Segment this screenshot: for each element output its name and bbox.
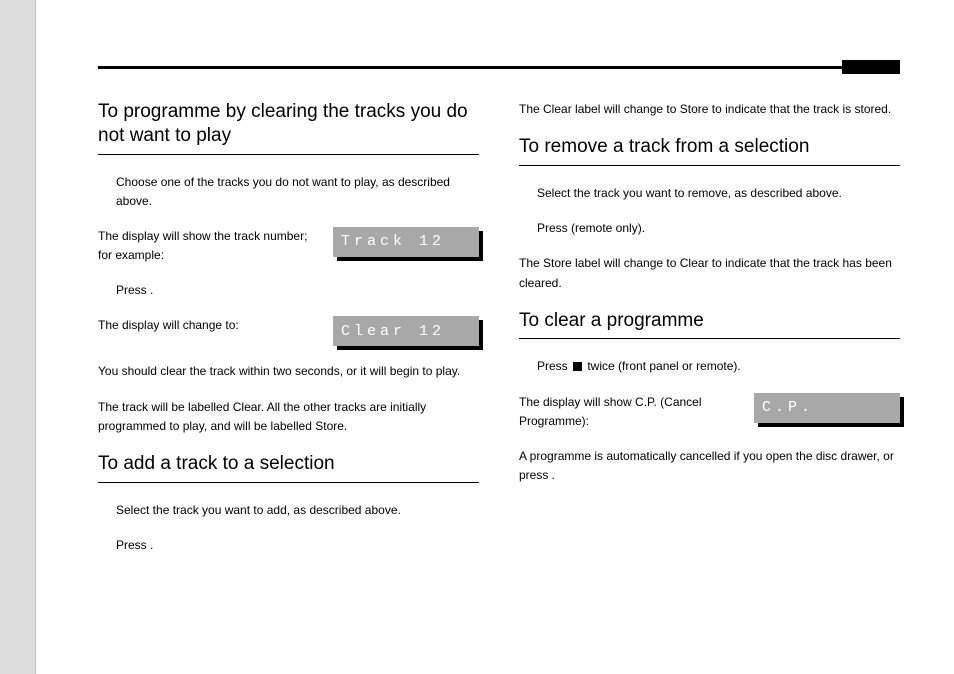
heading-rule (519, 165, 900, 166)
body-text: You should clear the track within two se… (98, 362, 479, 381)
heading-rule (519, 338, 900, 339)
body-text: The display will show the track number; … (98, 227, 319, 265)
lcd-text: Clear 12 (341, 323, 445, 340)
step-text: Press (remote only). (519, 219, 900, 238)
left-column: To programme by clearing the tracks you … (98, 100, 479, 571)
text-fragment: Press (537, 359, 571, 373)
step-text: Press . (98, 281, 479, 300)
lcd-text: Track 12 (341, 233, 445, 250)
heading-rule (98, 482, 479, 483)
section-heading: To programme by clearing the tracks you … (98, 100, 479, 148)
body-text: The display will show C.P. (Cancel Progr… (519, 393, 740, 431)
body-text: The Clear label will change to Store to … (519, 100, 900, 119)
heading-rule (98, 154, 479, 155)
top-rule (98, 66, 900, 69)
step-text: Press twice (front panel or remote). (519, 357, 900, 376)
lcd-face: C.P. (754, 393, 900, 423)
lcd-text: C.P. (762, 399, 814, 416)
step-text: Press . (98, 536, 479, 555)
lcd-display: C.P. (754, 393, 900, 423)
top-right-tab (842, 60, 900, 74)
step-text: Choose one of the tracks you do not want… (98, 173, 479, 211)
page: To programme by clearing the tracks you … (0, 0, 954, 674)
section-heading: To clear a programme (519, 309, 900, 333)
text-with-lcd: The display will change to: Clear 12 (98, 316, 479, 346)
lcd-display: Track 12 (333, 227, 479, 257)
text-with-lcd: The display will show C.P. (Cancel Progr… (519, 393, 900, 431)
section-heading: To remove a track from a selection (519, 135, 900, 159)
text-fragment: twice (front panel or remote). (584, 359, 741, 373)
stop-icon (573, 362, 582, 371)
lcd-display: Clear 12 (333, 316, 479, 346)
lcd-face: Clear 12 (333, 316, 479, 346)
body-text: The track will be labelled Clear. All th… (98, 398, 479, 436)
body-text: The Store label will change to Clear to … (519, 254, 900, 292)
content-columns: To programme by clearing the tracks you … (98, 100, 900, 571)
section-heading: To add a track to a selection (98, 452, 479, 476)
body-text: The display will change to: (98, 316, 319, 335)
text-with-lcd: The display will show the track number; … (98, 227, 479, 265)
body-text: A programme is automatically cancelled i… (519, 447, 900, 485)
lcd-face: Track 12 (333, 227, 479, 257)
step-text: Select the track you want to add, as des… (98, 501, 479, 520)
step-text: Select the track you want to remove, as … (519, 184, 900, 203)
left-page-edge (0, 0, 36, 674)
right-column: The Clear label will change to Store to … (519, 100, 900, 571)
